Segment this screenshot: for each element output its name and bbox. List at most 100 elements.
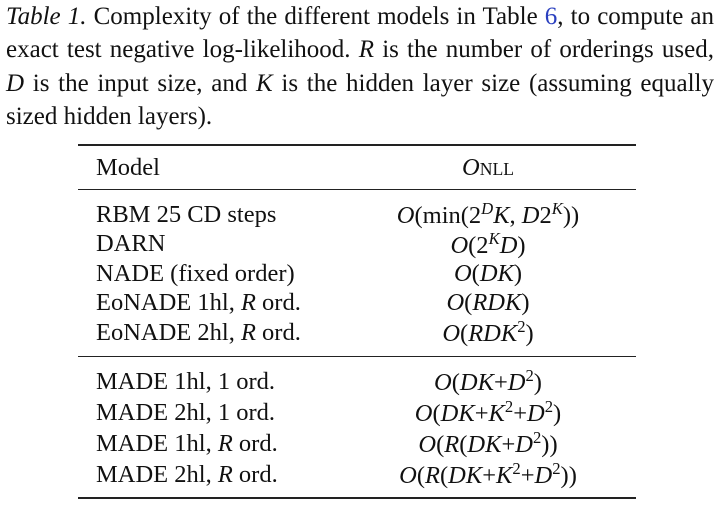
text-segment: R (240, 318, 256, 346)
text-segment: 2 (517, 317, 526, 337)
table-row: MADE 1hl, 1 ord. O(DK+D2) (78, 366, 636, 398)
text-segment: ) (521, 289, 530, 317)
text-segment: O (442, 320, 461, 348)
text-segment: D (481, 199, 494, 219)
complexity-cell: O(DK+K2+D2) (340, 397, 636, 428)
text-segment: O (453, 259, 472, 287)
text-segment: ( (459, 431, 468, 459)
table-row: MADE 2hl, R ord. O(R(DK+K2+D2)) (78, 459, 636, 491)
text-segment: R (444, 431, 460, 459)
text-segment: ) (553, 400, 562, 428)
text-segment: D (515, 431, 533, 459)
text-segment: , (509, 202, 522, 230)
text-segment: + (482, 462, 497, 490)
text-segment: K (488, 228, 500, 248)
text-segment: + (513, 400, 528, 428)
text-segment: O (418, 431, 437, 459)
table-row: NADE (fixed order) O(DK) (78, 259, 636, 289)
table-row: MADE 1hl, R ord. O(R(DK+D2)) (78, 428, 636, 460)
model-cell: EoNADE 2hl, R ord. (78, 319, 340, 347)
text-segment: ) (533, 369, 542, 397)
table-row: DARN O(2KD) (78, 229, 636, 260)
text-segment: is the number of orderings used, (374, 36, 714, 64)
text-segment: K (488, 400, 505, 428)
text-segment: ( (460, 320, 469, 348)
text-segment: ) (525, 320, 534, 348)
text-segment: RDK (468, 320, 518, 348)
text-segment: + (501, 431, 516, 459)
text-segment: Complexity of the different models in Ta… (86, 3, 545, 30)
text-segment: ( (464, 289, 473, 317)
text-segment: 2 (552, 459, 561, 479)
text-segment: O (462, 153, 480, 181)
model-cell: MADE 2hl, R ord. (78, 461, 340, 489)
header-model: Model (96, 153, 160, 181)
text-segment: EoNADE 2hl, (96, 318, 241, 346)
text-segment: NLL (479, 158, 514, 179)
complexity-cell: O(DK+D2) (340, 366, 636, 397)
text-segment: ) (513, 259, 523, 287)
text-segment: O (446, 289, 465, 317)
table: Model ONLL RBM 25 CD steps O(min(2DK, D2K))… (78, 144, 636, 499)
complexity-cell: O(RDK2) (340, 317, 636, 348)
text-segment: O (399, 462, 417, 490)
text-segment: MADE 2hl, (96, 461, 218, 488)
table-row: MADE 2hl, 1 ord. O(DK+K2+D2) (78, 397, 636, 429)
text-segment: + (520, 462, 535, 490)
model-cell: EoNADE 1hl, R ord. (78, 289, 340, 317)
text-segment: D (527, 400, 545, 428)
complexity-cell: O(R(DK+K2+D2)) (340, 459, 636, 490)
text-segment: ) (517, 231, 526, 259)
text-segment: Table 1. (6, 3, 87, 30)
text-segment: R (240, 289, 256, 317)
text-segment: DK (440, 400, 475, 428)
text-segment: EoNADE 1hl, (96, 289, 241, 317)
text-segment: D (534, 462, 553, 490)
complexity-cell: O(DK) (340, 260, 636, 288)
text-segment: D (499, 231, 518, 259)
text-segment: R (217, 430, 233, 457)
text-segment: R (217, 461, 233, 488)
text-segment: O (396, 202, 415, 230)
text-segment: ( (439, 462, 449, 490)
text-segment: (min(2 (414, 202, 482, 230)
model-cell: MADE 1hl, 1 ord. (96, 368, 275, 395)
text-segment: ( (416, 462, 425, 490)
text-segment: D (507, 369, 526, 397)
text-segment: ord. (232, 430, 278, 457)
table-row: RBM 25 CD steps O(min(2DK, D2K)) (78, 199, 636, 230)
text-segment: + (493, 369, 508, 397)
header-complexity: ONLL (340, 154, 636, 182)
table-row: EoNADE 1hl, R ord. O(RDK) (78, 289, 636, 319)
text-segment: is the hidden layer size (assuming equal… (6, 69, 714, 130)
model-cell: RBM 25 CD steps (96, 200, 277, 228)
text-segment: , to compute an exact test negative log-… (6, 3, 714, 64)
text-segment: D (521, 202, 540, 230)
complexity-cell: O(R(DK+D2)) (340, 428, 636, 459)
model-cell: MADE 2hl, 1 ord. (96, 399, 275, 426)
text-segment: 2 (532, 428, 542, 448)
row-group: RBM 25 CD steps O(min(2DK, D2K)) DARN O(2KD… (78, 190, 636, 356)
text-segment: DK (467, 431, 502, 459)
row-group: MADE 1hl, 1 ord. O(DK+D2) MADE 2hl, 1 ord.… (78, 355, 636, 497)
header-row: Model ONLL (78, 146, 636, 190)
text-segment: MADE 1hl, (96, 430, 218, 457)
text-segment: DK (459, 369, 494, 397)
model-cell: DARN (96, 230, 166, 258)
text-segment: DK (448, 462, 483, 490)
model-cell: NADE (fixed order) (96, 259, 295, 287)
caption: Table 1. Complexity of the different mod… (6, 0, 714, 133)
text-segment: ord. (232, 461, 278, 488)
text-segment: )) (560, 462, 577, 490)
text-segment: O (450, 231, 469, 259)
text-segment: 2 (525, 366, 534, 386)
model-cell: MADE 1hl, R ord. (78, 430, 340, 458)
text-segment: O (434, 369, 452, 397)
text-segment: K (256, 69, 273, 97)
text-segment: )) (562, 202, 580, 230)
text-segment: ( (471, 259, 480, 287)
text-segment: K (493, 202, 510, 230)
complexity-cell: O(2KD) (340, 229, 636, 260)
text-segment: O (414, 400, 433, 428)
